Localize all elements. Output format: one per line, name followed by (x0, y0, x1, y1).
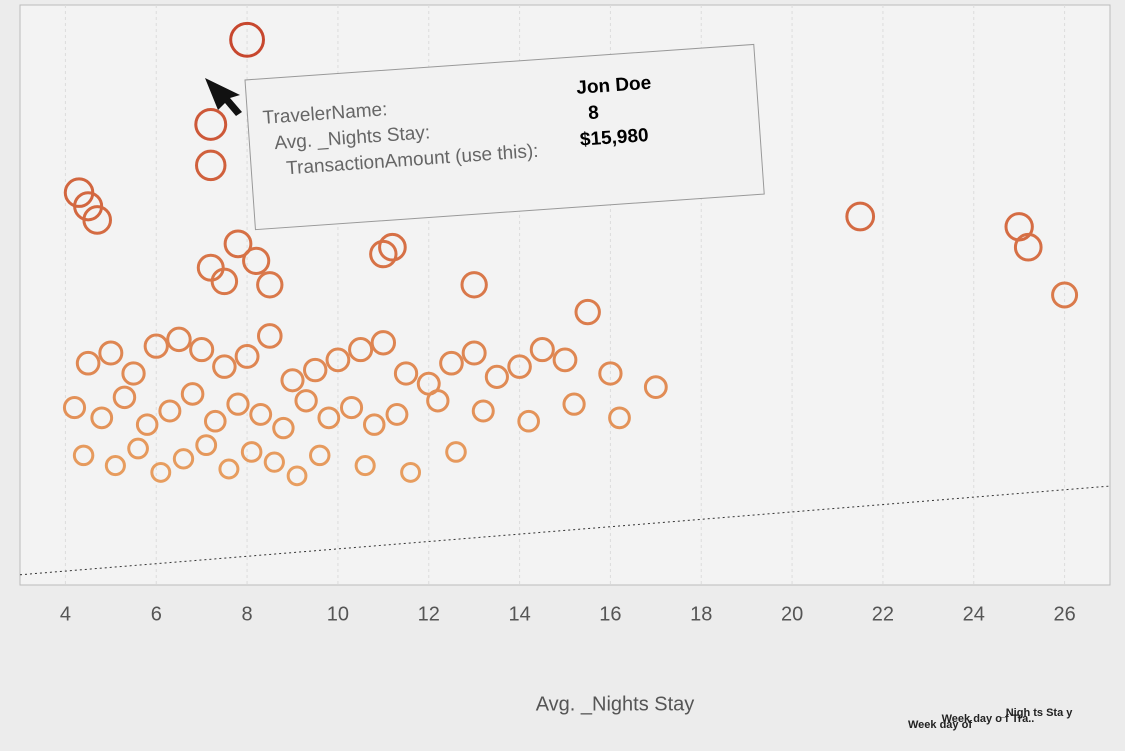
x-tick-label: 24 (963, 603, 985, 625)
page: Avg. _Nights Stay 468101214161820222426T… (0, 0, 1125, 751)
x-tick-label: 26 (1053, 603, 1075, 625)
x-axis-label: Avg. _Nights Stay (536, 693, 695, 715)
x-tick-label: 4 (60, 603, 71, 625)
x-tick-label: 14 (508, 603, 530, 625)
x-tick-label: 18 (690, 603, 712, 625)
tooltip-value: 8 (587, 102, 599, 124)
footer-label: _Nigh ts Sta y (999, 707, 1074, 719)
x-tick-label: 22 (872, 603, 894, 625)
x-tick-label: 12 (418, 603, 440, 625)
x-tick-label: 20 (781, 603, 803, 625)
x-tick-label: 6 (151, 603, 162, 625)
x-tick-label: 16 (599, 603, 621, 625)
chart: Avg. _Nights Stay 468101214161820222426T… (0, 0, 1125, 751)
x-tick-label: 10 (327, 603, 349, 625)
x-tick-label: 8 (242, 603, 253, 625)
